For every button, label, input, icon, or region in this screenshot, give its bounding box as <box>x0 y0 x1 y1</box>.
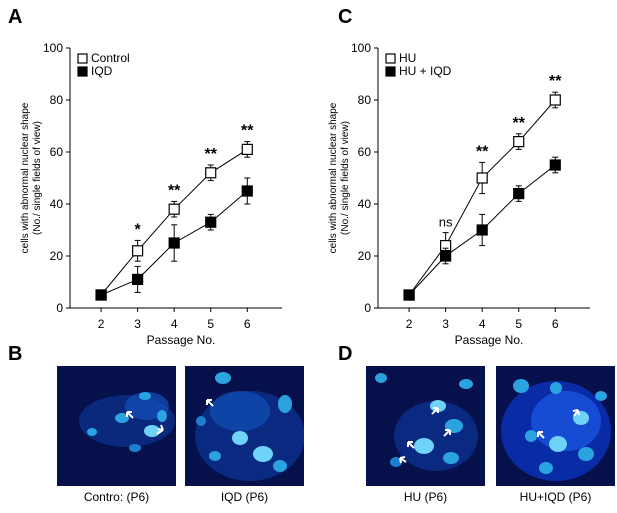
data-point <box>168 203 180 215</box>
data-point <box>476 224 488 236</box>
data-point <box>241 185 253 197</box>
y-tick-label: 0 <box>364 301 371 315</box>
series-line-0 <box>100 148 248 296</box>
chart-c: 0 20 40 60 80 100 2 3 4 5 6 Passage No. cells with a… <box>328 41 590 347</box>
micro-image-control <box>57 366 176 486</box>
x-tick-label: 4 <box>171 317 178 331</box>
panel-label-d: D <box>338 343 353 365</box>
x-tick-label: 4 <box>479 317 486 331</box>
x-tick-label: 5 <box>207 317 214 331</box>
caption-iqd: IQD (P6) <box>220 490 269 504</box>
legend-marker <box>77 66 88 77</box>
y-tick-label: 60 <box>358 145 372 159</box>
x-axis-label: Passage No. <box>147 333 216 347</box>
data-point <box>132 273 144 285</box>
y-tick-label: 40 <box>50 197 64 211</box>
x-tick-label: 6 <box>552 317 559 331</box>
panel-label-c: C <box>338 6 353 28</box>
caption-hu-iqd: HU+IQD (P6) <box>519 490 592 504</box>
data-point <box>95 289 107 301</box>
significance-label: ns <box>439 215 453 230</box>
significance-label: ** <box>476 143 489 160</box>
y-tick-label: 60 <box>50 145 64 159</box>
micro-image-iqd <box>185 366 304 486</box>
panel-label-b: B <box>8 343 23 365</box>
data-point <box>205 216 217 228</box>
data-point <box>549 94 561 106</box>
legend-label: HU + IQD <box>399 64 452 78</box>
data-point <box>132 245 144 257</box>
legend-label: Control <box>91 51 130 65</box>
y-axis-label-units: (No./ single fields of view) <box>32 121 43 235</box>
y-tick-label: 40 <box>358 197 372 211</box>
x-tick-label: 3 <box>442 317 449 331</box>
y-tick-label: 80 <box>50 93 64 107</box>
y-tick-label: 0 <box>56 301 63 315</box>
caption-hu: HU (P6) <box>403 490 448 504</box>
y-tick-label: 100 <box>351 41 371 55</box>
legend-label: HU <box>399 51 416 65</box>
significance-label: ** <box>241 123 254 140</box>
data-point <box>205 167 217 179</box>
y-tick-label: 80 <box>358 93 372 107</box>
chart-a: 0 20 40 60 80 100 2 3 4 5 6 Passage No. cells with a… <box>20 41 282 347</box>
y-tick-label: 20 <box>50 249 64 263</box>
y-tick-label: 100 <box>43 41 63 55</box>
y-axis-label: cells with abnormal nuclear shape <box>328 102 339 253</box>
significance-label: ** <box>549 73 562 90</box>
significance-label: ** <box>204 146 217 163</box>
data-point <box>168 237 180 249</box>
y-axis-label: cells with abnormal nuclear shape <box>20 102 31 253</box>
x-axis-label: Passage No. <box>455 333 524 347</box>
caption-control: Contro: (P6) <box>83 490 150 504</box>
significance-label: ** <box>512 115 525 132</box>
micro-image-hu-iqd <box>496 366 615 486</box>
significance-label: * <box>135 221 142 238</box>
legend-marker <box>385 53 396 64</box>
x-tick-label: 3 <box>134 317 141 331</box>
y-axis-label-units: (No./ single fields of view) <box>340 121 351 235</box>
significance-label: ** <box>168 182 181 199</box>
data-point <box>513 136 525 148</box>
data-point <box>549 159 561 171</box>
series-line-0 <box>408 99 556 296</box>
data-point <box>513 188 525 200</box>
data-point <box>476 172 488 184</box>
x-tick-label: 2 <box>406 317 413 331</box>
panel-label-a: A <box>8 6 23 28</box>
y-tick-label: 20 <box>358 249 372 263</box>
x-tick-label: 5 <box>515 317 522 331</box>
data-point <box>241 143 253 155</box>
data-point <box>403 289 415 301</box>
x-tick-label: 2 <box>98 317 105 331</box>
legend-marker <box>77 53 88 64</box>
data-point <box>440 250 452 262</box>
legend-label: IQD <box>91 64 113 78</box>
x-tick-label: 6 <box>244 317 251 331</box>
micro-image-hu <box>366 366 485 486</box>
legend-marker <box>385 66 396 77</box>
